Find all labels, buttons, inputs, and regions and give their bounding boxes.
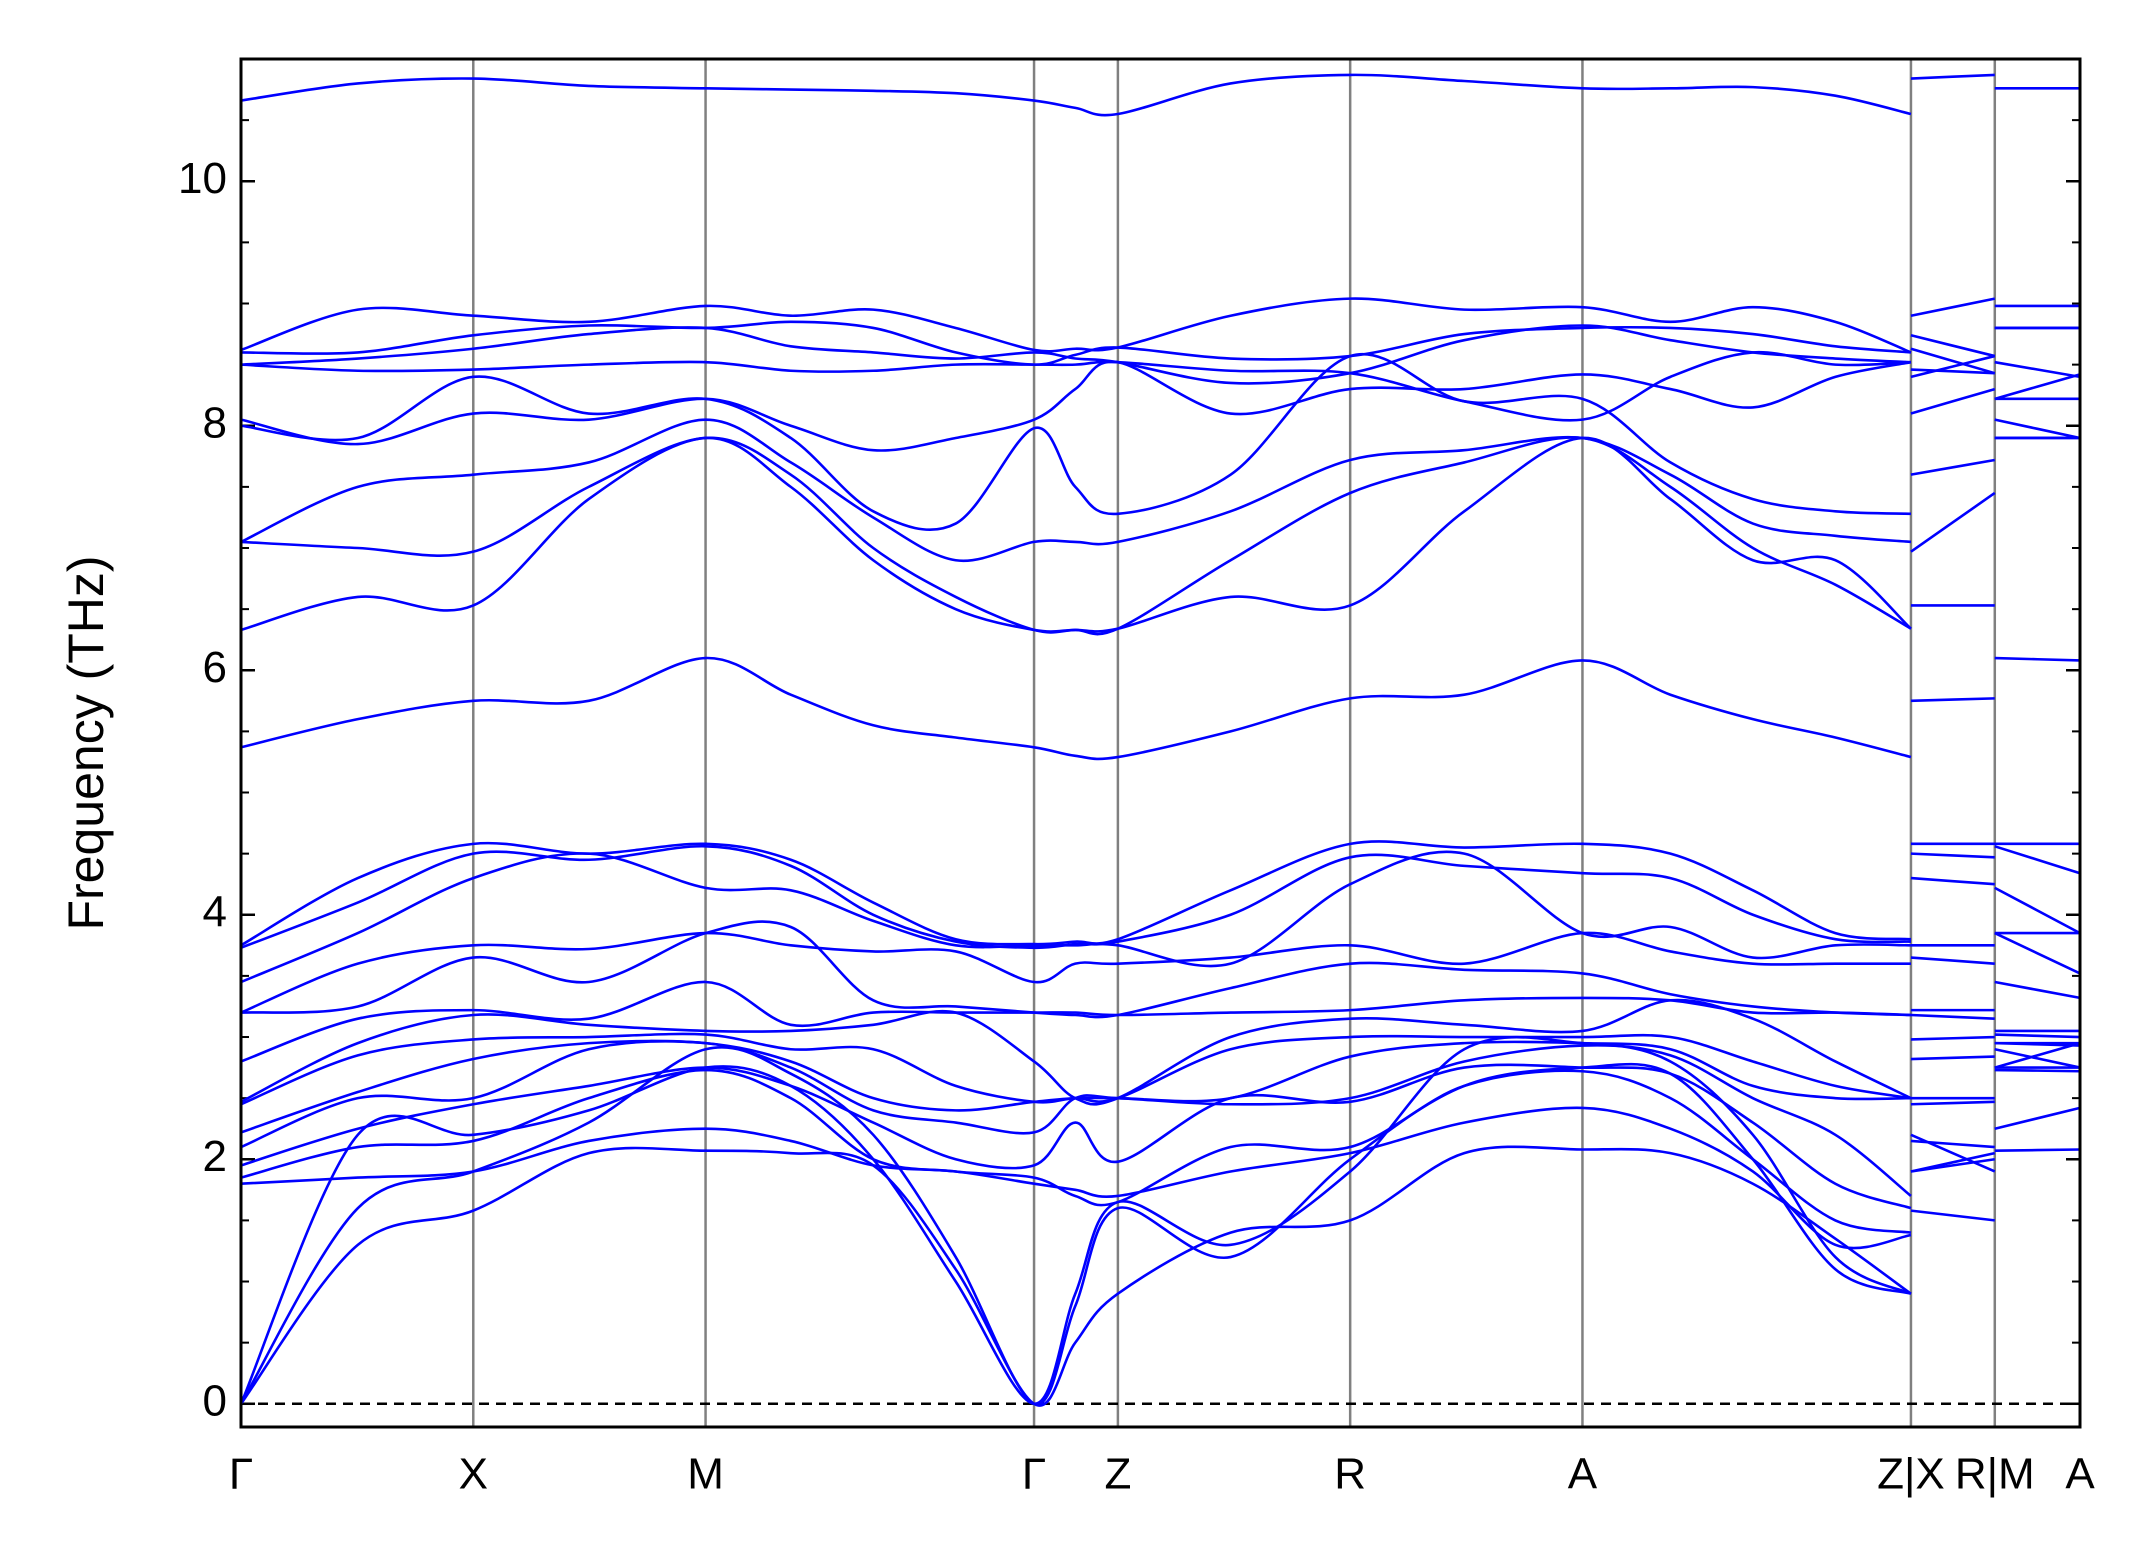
band-line (239, 1035, 2081, 1406)
band-line (240, 73, 2080, 117)
band-line (240, 840, 2080, 947)
band-line (240, 352, 2080, 532)
plot-frame (239, 57, 2082, 1429)
band-line (240, 418, 2081, 563)
band-line (240, 920, 2081, 1019)
x-tick-label: Z|X (1877, 1450, 1945, 1499)
band-line (240, 656, 2081, 761)
y-tick-label: 10 (178, 154, 227, 203)
band-line (240, 436, 2080, 633)
y-axis-label: Frequency (THz) (58, 555, 114, 930)
y-tick-label: 6 (203, 643, 227, 692)
x-tick-label: Γ (1022, 1450, 1046, 1499)
band-line (240, 436, 2080, 636)
band-line (240, 360, 2081, 452)
band-line (240, 850, 2081, 984)
band-line (240, 980, 2081, 1063)
x-tick-label: A (1568, 1450, 1598, 1499)
band-line (240, 324, 2080, 385)
band-line (239, 1045, 2081, 1406)
y-tick-label: 8 (203, 398, 227, 447)
band-line (239, 1145, 2081, 1407)
x-tick-label: X (459, 1450, 488, 1499)
x-tick-label: R|M (1955, 1450, 2035, 1499)
y-tick-label: 4 (203, 887, 227, 936)
y-tick-label: 0 (203, 1376, 227, 1425)
band-line (240, 1039, 2081, 1197)
band-line (240, 845, 2081, 950)
y-tick-label: 2 (203, 1132, 227, 1181)
x-tick-label: Γ (229, 1450, 253, 1499)
band-line (240, 297, 2080, 354)
x-tick-label: A (2065, 1450, 2095, 1499)
x-tick-label: R (1334, 1450, 1366, 1499)
band-line (240, 1068, 2081, 1234)
band-line (240, 931, 2080, 1014)
x-tick-label: Z (1104, 1450, 1131, 1499)
x-tick-label: M (687, 1450, 724, 1499)
